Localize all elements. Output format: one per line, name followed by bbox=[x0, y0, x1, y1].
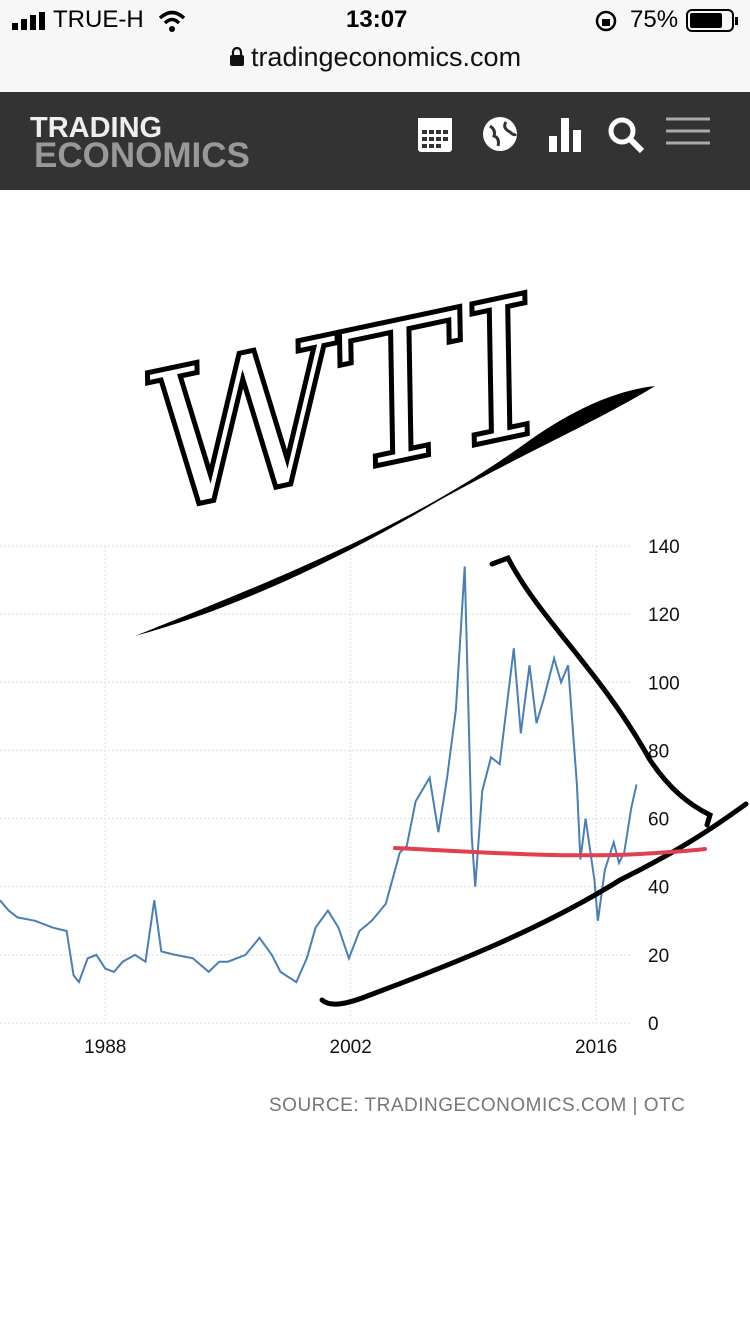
lock-rotation-icon bbox=[595, 10, 617, 32]
y-tick-label: 40 bbox=[648, 878, 669, 899]
y-tick-label: 80 bbox=[648, 741, 669, 762]
y-tick-label: 120 bbox=[648, 605, 680, 626]
status-bar: TRUE-H 13:07 75% bbox=[0, 0, 750, 40]
price-line bbox=[0, 566, 638, 985]
y-tick-label: 0 bbox=[648, 1014, 659, 1035]
y-tick-label: 20 bbox=[648, 946, 669, 967]
carrier: TRUE-H bbox=[53, 6, 144, 33]
handwritten-annotation: WTI bbox=[126, 256, 564, 556]
support-line-stroke bbox=[393, 846, 707, 858]
signal-icon bbox=[12, 12, 45, 30]
battery-icon bbox=[686, 9, 738, 32]
chart: 0 20 40 60 80 100 120 140 1988 2002 2016 WTI bbox=[0, 253, 749, 1058]
up-trend-stroke bbox=[319, 801, 749, 1007]
grid: 0 20 40 60 80 100 120 140 1988 2002 2016 bbox=[0, 537, 680, 1058]
url-bar[interactable]: tradingeconomics.com bbox=[0, 40, 750, 92]
y-tick-label: 140 bbox=[648, 537, 680, 558]
wifi-icon bbox=[158, 10, 186, 32]
x-tick-label: 2016 bbox=[575, 1037, 617, 1058]
site-header bbox=[0, 92, 750, 190]
battery-percent: 75% bbox=[630, 6, 679, 33]
logo-top[interactable]: TRADING bbox=[30, 112, 163, 144]
url[interactable]: tradingeconomics.com bbox=[0, 42, 750, 73]
logo-bottom[interactable]: ECONOMICS bbox=[34, 136, 250, 175]
y-tick-label: 100 bbox=[648, 673, 680, 694]
lock-icon bbox=[229, 46, 244, 66]
x-tick-label: 2002 bbox=[330, 1037, 372, 1058]
nav-icons[interactable] bbox=[416, 114, 716, 154]
down-trend-stroke bbox=[489, 554, 713, 828]
clock: 13:07 bbox=[346, 6, 408, 33]
x-tick-label: 1988 bbox=[84, 1037, 126, 1058]
swoosh-stroke bbox=[135, 386, 655, 636]
source-note: SOURCE: TRADINGECONOMICS.COM | OTC bbox=[269, 1095, 686, 1116]
plot bbox=[0, 566, 638, 985]
y-tick-label: 60 bbox=[648, 810, 669, 831]
url-text[interactable]: tradingeconomics.com bbox=[250, 42, 522, 72]
